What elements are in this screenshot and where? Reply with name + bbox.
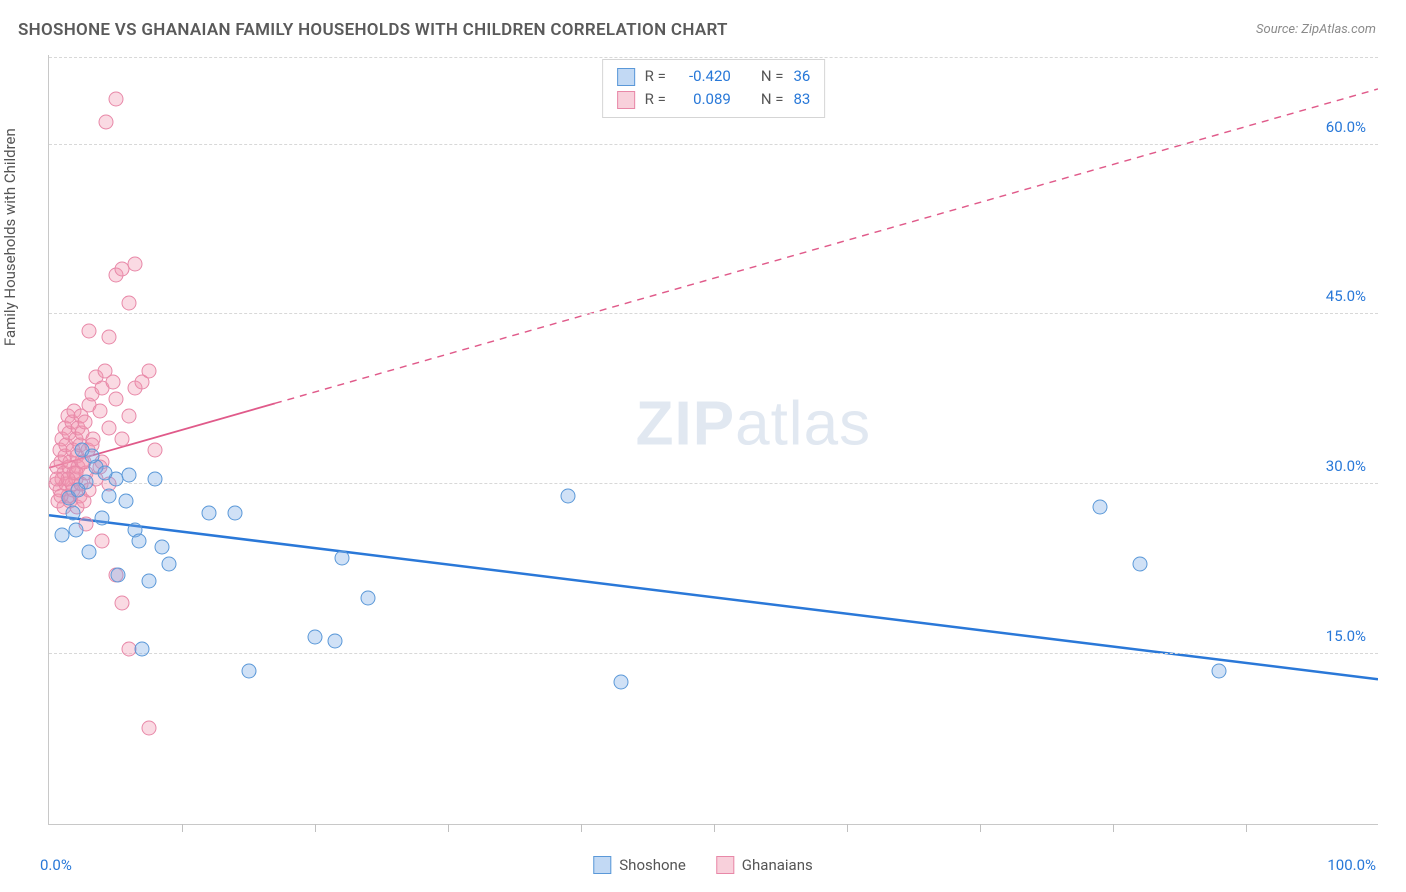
- x-tick: [315, 824, 316, 832]
- scatter-point: [81, 324, 96, 339]
- scatter-point: [148, 471, 163, 486]
- legend-item-shoshone: Shoshone: [593, 856, 686, 874]
- scatter-point: [111, 567, 126, 582]
- scatter-point: [95, 533, 110, 548]
- scatter-point: [92, 403, 107, 418]
- swatch-blue-icon: [593, 856, 611, 874]
- scatter-point: [108, 392, 123, 407]
- scatter-point: [141, 364, 156, 379]
- scatter-point: [49, 471, 64, 486]
- scatter-point: [228, 505, 243, 520]
- gridline: [49, 483, 1378, 484]
- scatter-point: [84, 449, 99, 464]
- scatter-point: [161, 556, 176, 571]
- scatter-point: [135, 641, 150, 656]
- watermark: ZIPatlas: [636, 389, 871, 460]
- scatter-point: [121, 296, 136, 311]
- scatter-point: [115, 596, 130, 611]
- scatter-point: [77, 415, 92, 430]
- r-label: R =: [645, 88, 666, 111]
- watermark-rest: atlas: [735, 390, 871, 459]
- swatch-pink-icon: [617, 91, 635, 109]
- x-axis-min-label: 0.0%: [40, 856, 72, 874]
- scatter-point: [132, 533, 147, 548]
- swatch-pink-icon: [716, 856, 734, 874]
- source-label: Source: ZipAtlas.com: [1256, 22, 1376, 37]
- x-tick: [581, 824, 582, 832]
- x-tick: [980, 824, 981, 832]
- x-tick: [1246, 824, 1247, 832]
- scatter-point: [121, 409, 136, 424]
- legend-label-shoshone: Shoshone: [619, 856, 686, 874]
- r-value-shoshone: -0.420: [676, 65, 731, 88]
- scatter-point: [119, 494, 134, 509]
- scatter-point: [115, 432, 130, 447]
- chart-plot-area: ZIPatlas R = -0.420 N = 36 R = 0.089 N =…: [48, 55, 1378, 825]
- swatch-blue-icon: [617, 68, 635, 86]
- scatter-point: [105, 375, 120, 390]
- r-value-ghanaians: 0.089: [676, 88, 731, 111]
- scatter-point: [97, 465, 112, 480]
- stats-row-ghanaians: R = 0.089 N = 83: [617, 88, 811, 111]
- n-label: N =: [761, 88, 784, 111]
- stats-box: R = -0.420 N = 36 R = 0.089 N = 83: [602, 59, 826, 118]
- scatter-point: [71, 482, 86, 497]
- scatter-point: [108, 92, 123, 107]
- scatter-point: [99, 114, 114, 129]
- x-tick: [182, 824, 183, 832]
- scatter-point: [95, 511, 110, 526]
- trend-line: [49, 515, 1378, 679]
- y-tick-label: 30.0%: [1326, 457, 1366, 475]
- y-tick-label: 15.0%: [1326, 627, 1366, 645]
- r-label: R =: [645, 65, 666, 88]
- x-axis-max-label: 100.0%: [1327, 856, 1376, 874]
- scatter-point: [560, 488, 575, 503]
- scatter-point: [148, 443, 163, 458]
- scatter-point: [81, 545, 96, 560]
- scatter-point: [101, 488, 116, 503]
- legend-item-ghanaians: Ghanaians: [716, 856, 813, 874]
- scatter-point: [201, 505, 216, 520]
- y-tick-label: 45.0%: [1326, 287, 1366, 305]
- chart-title: SHOSHONE VS GHANAIAN FAMILY HOUSEHOLDS W…: [18, 20, 728, 40]
- scatter-point: [308, 630, 323, 645]
- scatter-point: [1212, 664, 1227, 679]
- trend-lines-svg: [49, 55, 1378, 824]
- scatter-point: [121, 468, 136, 483]
- n-value-ghanaians: 83: [793, 88, 810, 111]
- scatter-point: [1092, 499, 1107, 514]
- x-tick: [714, 824, 715, 832]
- scatter-point: [613, 675, 628, 690]
- n-value-shoshone: 36: [793, 65, 810, 88]
- gridline: [49, 653, 1378, 654]
- scatter-point: [65, 505, 80, 520]
- stats-row-shoshone: R = -0.420 N = 36: [617, 65, 811, 88]
- scatter-point: [141, 573, 156, 588]
- bottom-legend: Shoshone Ghanaians: [593, 856, 812, 874]
- scatter-point: [361, 590, 376, 605]
- x-tick: [847, 824, 848, 832]
- scatter-point: [1132, 556, 1147, 571]
- x-tick: [448, 824, 449, 832]
- watermark-bold: ZIP: [636, 390, 735, 459]
- scatter-point: [327, 633, 342, 648]
- y-tick-label: 60.0%: [1326, 118, 1366, 136]
- scatter-point: [241, 664, 256, 679]
- gridline: [49, 313, 1378, 314]
- scatter-point: [68, 522, 83, 537]
- scatter-point: [155, 539, 170, 554]
- scatter-point: [128, 256, 143, 271]
- scatter-point: [141, 720, 156, 735]
- x-tick: [1113, 824, 1114, 832]
- scatter-point: [101, 330, 116, 345]
- scatter-point: [101, 420, 116, 435]
- y-axis-label: Family Households with Children: [1, 128, 19, 346]
- gridline: [49, 144, 1378, 145]
- trend-line-dashed: [275, 89, 1378, 403]
- legend-label-ghanaians: Ghanaians: [742, 856, 813, 874]
- gridline: [49, 57, 1378, 58]
- scatter-point: [334, 550, 349, 565]
- n-label: N =: [761, 65, 784, 88]
